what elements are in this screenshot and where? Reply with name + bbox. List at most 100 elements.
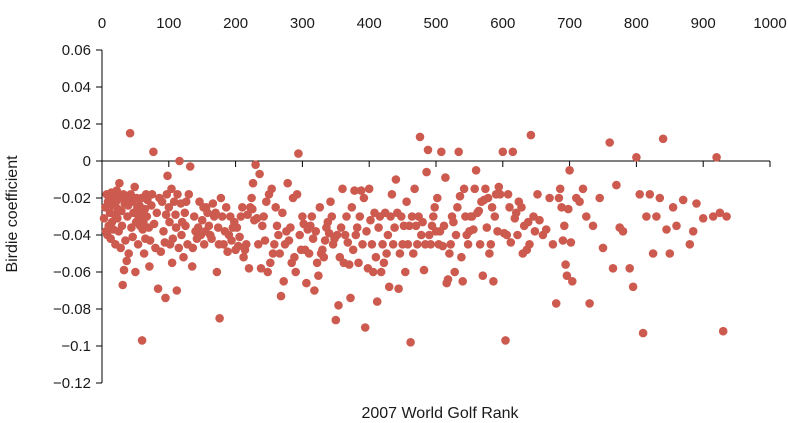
data-point	[244, 264, 254, 273]
data-point	[161, 293, 170, 303]
data-point	[147, 190, 157, 199]
data-point	[207, 234, 216, 243]
data-point	[260, 236, 270, 245]
data-point	[463, 240, 473, 249]
data-point	[270, 240, 279, 249]
data-point	[419, 265, 429, 275]
data-point	[315, 203, 325, 212]
data-point	[494, 182, 504, 192]
data-point	[189, 212, 199, 221]
data-point	[557, 203, 566, 212]
data-point	[350, 186, 359, 195]
data-point	[219, 240, 228, 249]
data-point	[99, 214, 109, 223]
data-point	[165, 217, 174, 227]
data-point	[276, 291, 286, 301]
data-point	[564, 204, 573, 214]
data-point	[358, 240, 367, 249]
data-point	[298, 212, 307, 221]
data-point	[395, 249, 405, 258]
data-point	[450, 267, 460, 277]
data-point	[652, 212, 661, 221]
data-point	[478, 271, 488, 281]
data-point	[142, 212, 152, 221]
data-point	[336, 223, 346, 232]
data-point	[118, 280, 127, 290]
data-point	[470, 184, 480, 194]
data-point	[541, 225, 551, 234]
data-point	[203, 208, 212, 218]
data-point	[117, 206, 126, 216]
data-point	[302, 278, 311, 288]
data-point	[258, 221, 267, 231]
x-tick-label: 600	[490, 15, 515, 32]
data-point	[376, 267, 386, 277]
data-point	[252, 214, 262, 223]
data-point	[286, 223, 295, 232]
x-tick-label: 100	[156, 15, 181, 32]
data-point	[213, 223, 223, 232]
x-tick-label: 1000	[753, 15, 786, 32]
data-point	[383, 230, 393, 240]
data-point	[235, 232, 244, 242]
data-point	[455, 191, 465, 201]
data-point	[217, 212, 227, 221]
data-point	[227, 236, 236, 245]
data-point	[446, 240, 456, 249]
data-point	[171, 210, 180, 219]
x-tick-label: 300	[290, 15, 315, 32]
data-point	[131, 267, 140, 277]
data-point	[558, 236, 568, 245]
data-point	[422, 167, 431, 177]
data-point	[401, 267, 410, 277]
data-point	[125, 128, 135, 138]
data-point	[331, 315, 341, 325]
data-point	[502, 230, 512, 240]
data-point	[485, 249, 494, 258]
data-point	[318, 245, 327, 255]
data-point	[263, 267, 273, 277]
data-point	[279, 277, 289, 286]
data-point	[156, 247, 166, 256]
data-point	[204, 221, 214, 231]
data-point	[284, 236, 294, 245]
data-point	[372, 297, 382, 306]
data-point	[443, 275, 453, 284]
data-point	[582, 212, 591, 221]
y-axis: 0.06 0.04 0.02 0 −0.02 −0.04 −0.06 −0.08 −0.1 −0.…	[53, 42, 103, 392]
data-point	[167, 184, 176, 194]
data-point	[418, 217, 427, 227]
data-points	[99, 128, 731, 347]
data-point	[685, 240, 695, 249]
y-tick-label: −0.08	[53, 301, 91, 318]
y-tick-label: −0.02	[53, 190, 91, 207]
data-point	[625, 264, 634, 273]
y-tick-label: −0.04	[53, 227, 91, 244]
data-point	[475, 240, 485, 249]
y-tick-label: 0.06	[62, 42, 91, 59]
data-point	[608, 264, 618, 273]
x-tick-label: 900	[691, 15, 716, 32]
data-point	[406, 338, 415, 347]
data-point	[291, 267, 301, 277]
data-point	[133, 240, 143, 249]
data-point	[177, 230, 186, 240]
data-point	[565, 166, 574, 175]
data-point	[423, 145, 433, 155]
data-point	[490, 212, 500, 221]
data-point	[498, 147, 508, 157]
data-point	[304, 249, 314, 258]
data-point	[668, 203, 678, 212]
data-point	[454, 147, 464, 157]
data-point	[698, 214, 708, 223]
data-point	[128, 232, 137, 242]
data-point	[193, 223, 203, 232]
x-tick-label: 0	[98, 15, 106, 32]
data-point	[662, 225, 671, 234]
data-point	[445, 249, 454, 258]
data-point	[236, 212, 246, 221]
data-point	[314, 271, 323, 281]
data-point	[483, 193, 493, 203]
data-point	[367, 240, 377, 249]
data-point	[503, 190, 513, 199]
